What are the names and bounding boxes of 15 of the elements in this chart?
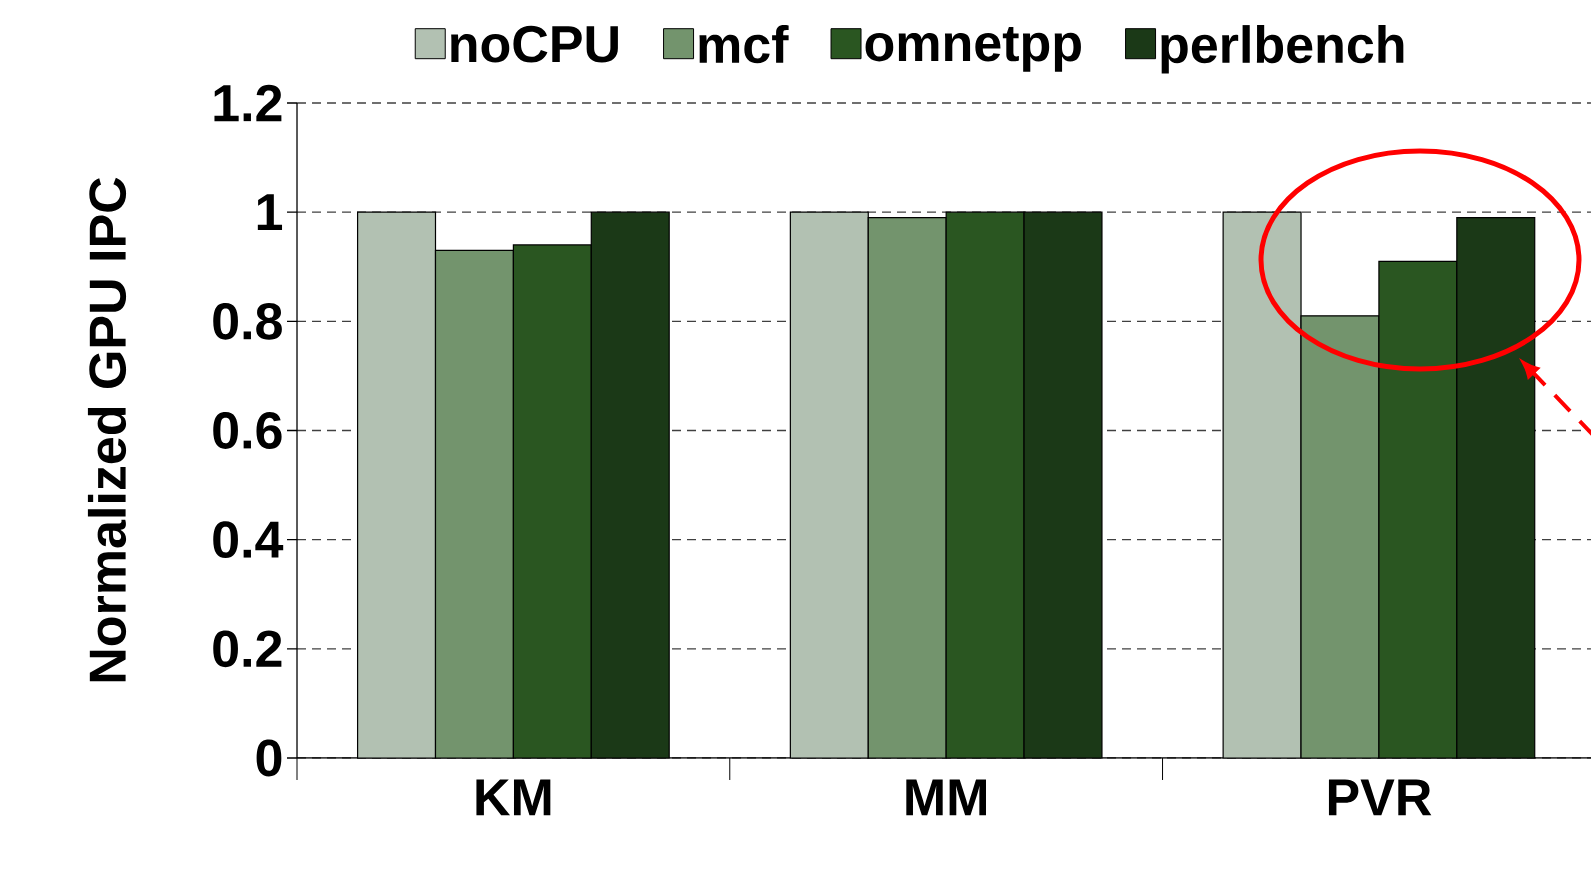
y-tick-label: 0 (256, 739, 282, 777)
x-tick-label: KM (476, 779, 551, 816)
legend-label: noCPU (451, 25, 618, 63)
y-tick-label: 0.2 (213, 630, 282, 668)
y-tick-label: 1 (257, 194, 283, 231)
y-tick-label: 0.8 (213, 302, 282, 340)
legend-label: mcf (699, 25, 789, 64)
y-tick-label: 0.6 (213, 412, 282, 449)
x-tick-label: PVR (1328, 779, 1432, 816)
legend-label: perlbench (1161, 25, 1404, 74)
legend-label: omnetpp (865, 26, 1081, 72)
y-axis-title: Normalized GPU IPC (87, 177, 127, 682)
y-tick-label: 1.2 (214, 84, 282, 122)
x-tick-label: MM (906, 779, 986, 816)
y-tick-label: 0.4 (213, 521, 284, 559)
